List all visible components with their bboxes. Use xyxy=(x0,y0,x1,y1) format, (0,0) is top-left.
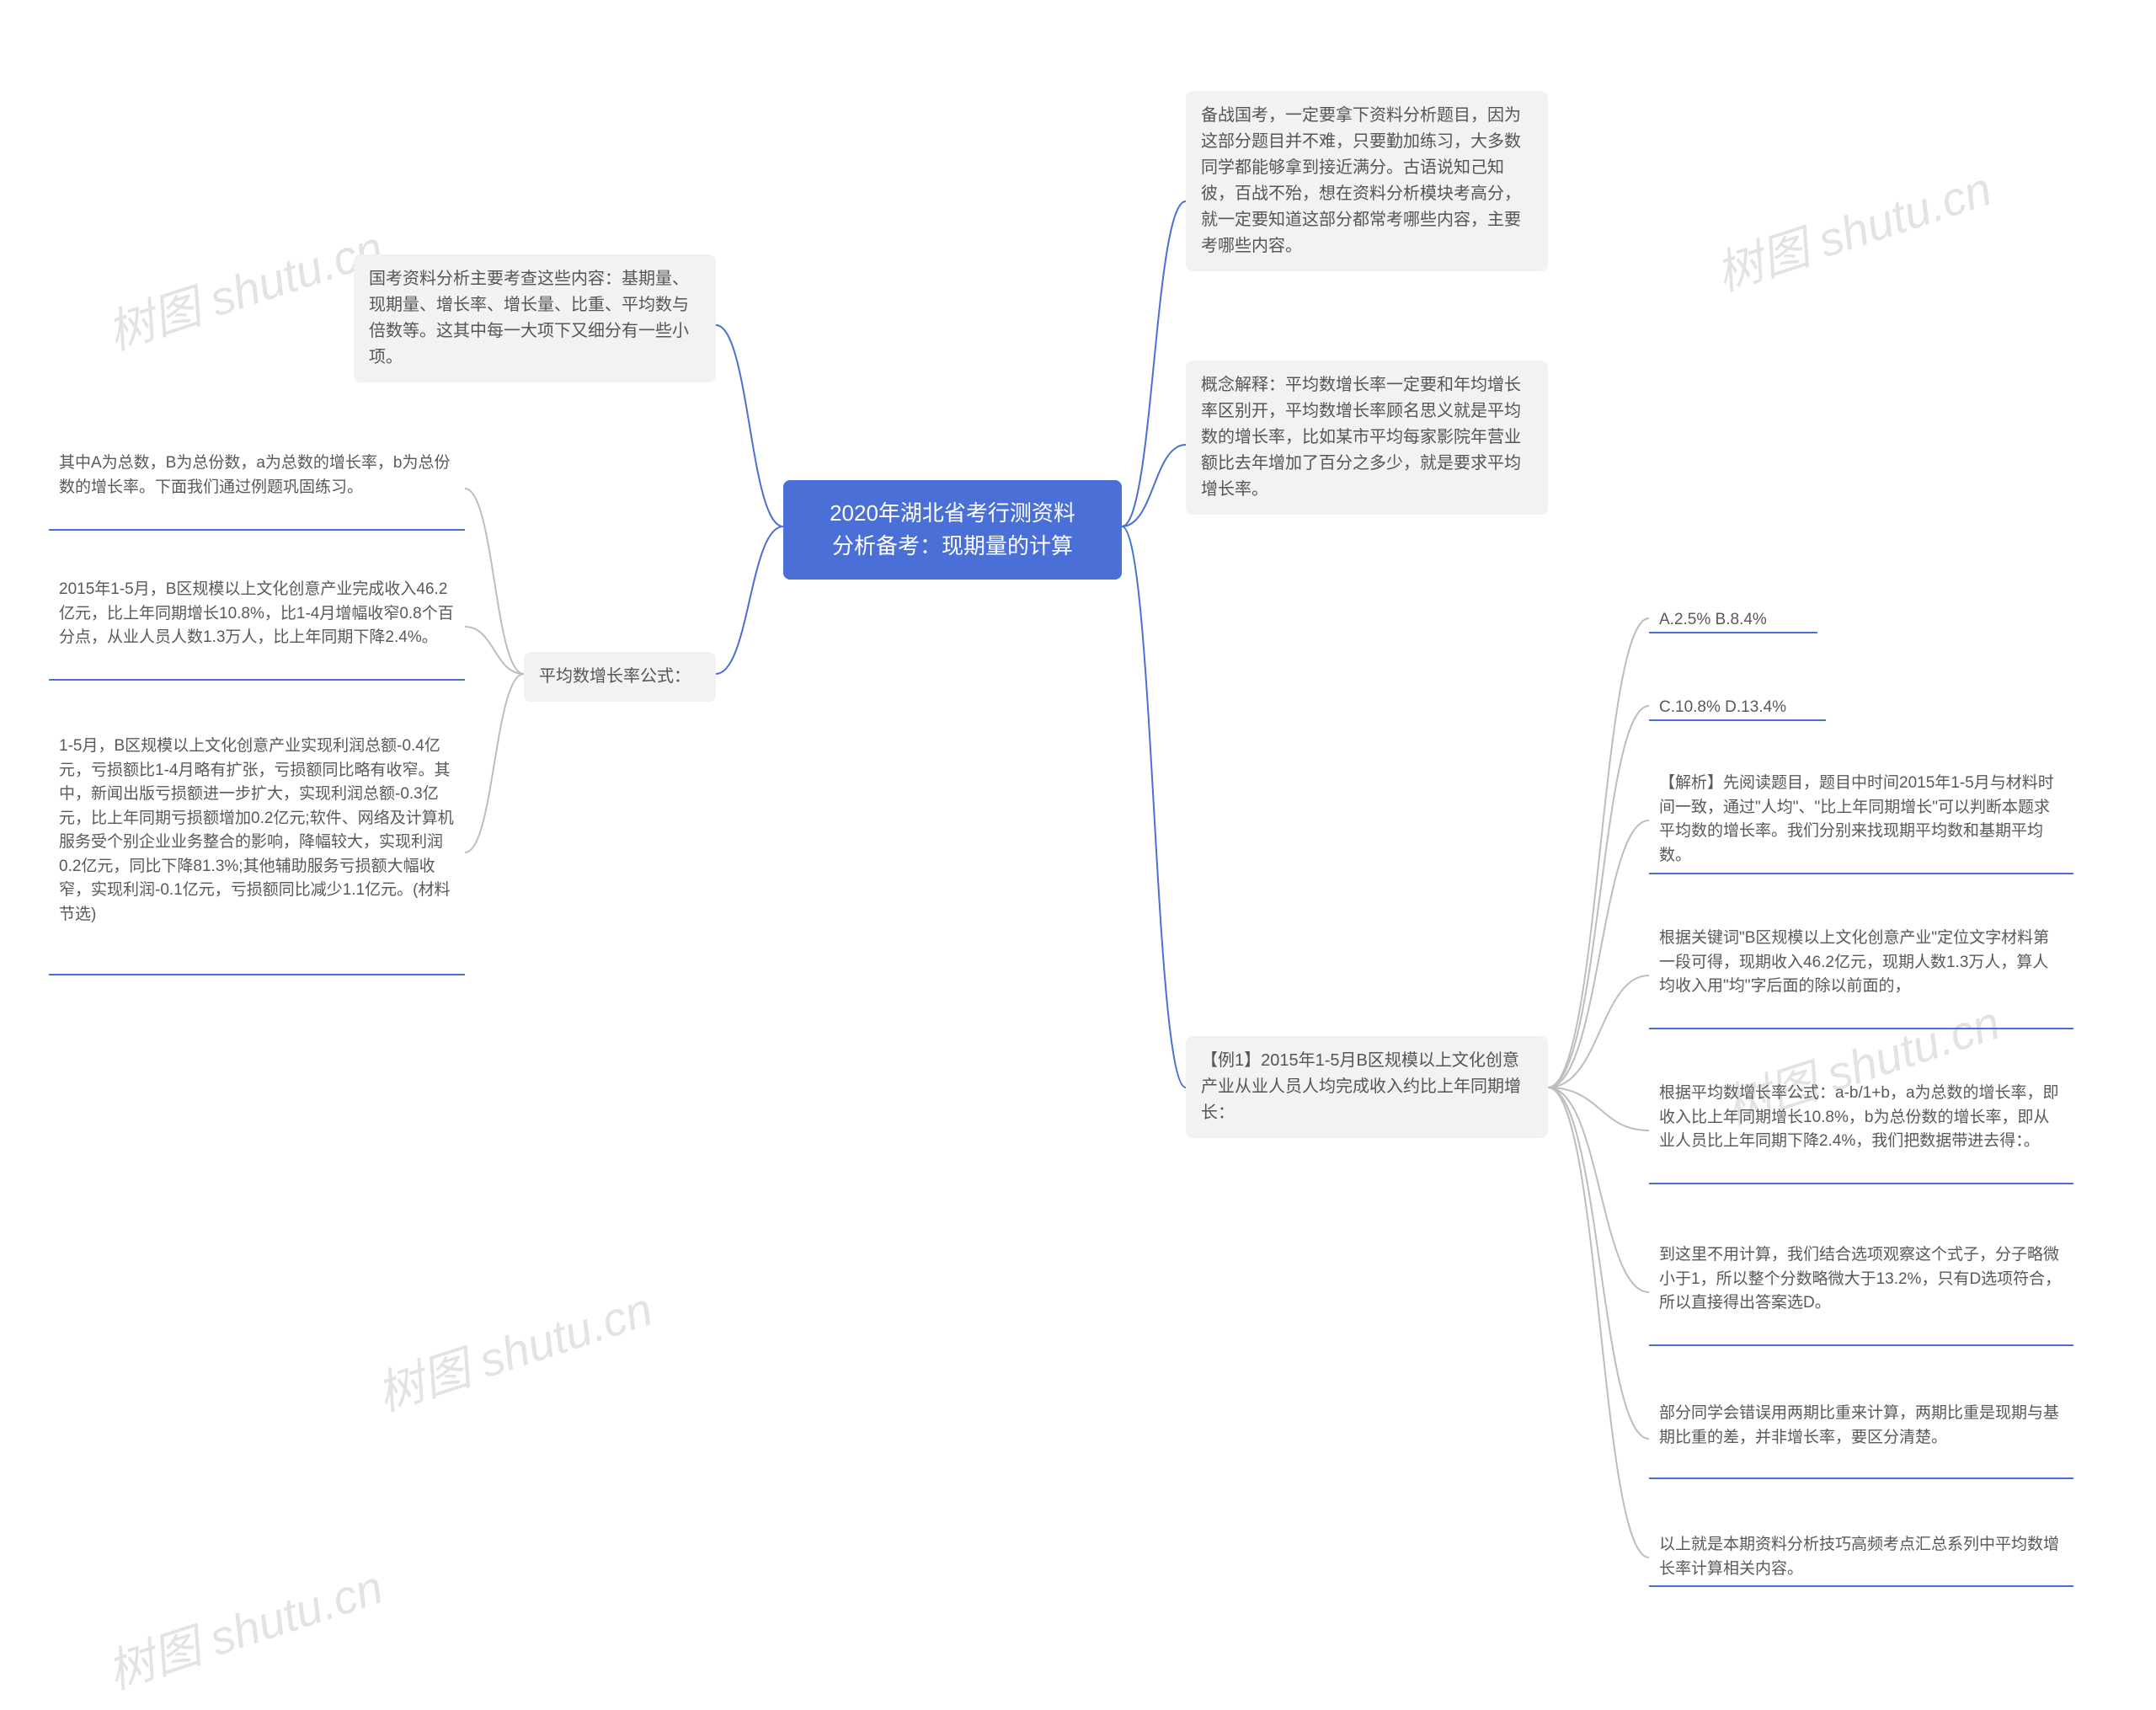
right-branch-intro: 备战国考，一定要拿下资料分析题目，因为这部分题目并不难，只要勤加练习，大多数同学… xyxy=(1186,91,1548,271)
left-branch-formula: 平均数增长率公式： xyxy=(524,652,716,702)
example-leaf-f: 到这里不用计算，我们结合选项观察这个式子，分子略微小于1，所以整个分数略微大于1… xyxy=(1651,1238,2072,1321)
example-leaf-g: 部分同学会错误用两期比重来计算，两期比重是现期与基期比重的差，并非增长率，要区分… xyxy=(1651,1397,2072,1455)
formula-leaf-c: 1-5月，B区规模以上文化创意产业实现利润总额-0.4亿元，亏损额比1-4月略有… xyxy=(51,729,463,932)
watermark: 树图 shutu.cn xyxy=(1706,152,1999,305)
right-branch-example: 【例1】2015年1-5月B区规模以上文化创意产业从业人员人均完成收入约比上年同… xyxy=(1186,1036,1548,1138)
leaf-rule xyxy=(1649,1585,2073,1587)
watermark: 树图 shutu.cn xyxy=(98,211,391,364)
formula-leaf-b: 2015年1-5月，B区规模以上文化创意产业完成收入46.2亿元，比上年同期增长… xyxy=(51,573,463,655)
leaf-rule xyxy=(1649,632,1817,633)
leaf-rule xyxy=(49,974,465,975)
left-branch-overview: 国考资料分析主要考查这些内容：基期量、现期量、增长率、增长量、比重、平均数与倍数… xyxy=(354,254,716,382)
leaf-rule xyxy=(49,529,465,531)
leaf-rule xyxy=(1649,1028,2073,1029)
leaf-rule xyxy=(1649,873,2073,874)
leaf-rule xyxy=(49,679,465,681)
leaf-rule xyxy=(1649,1344,2073,1346)
leaf-rule xyxy=(1649,1183,2073,1184)
right-branch-concept: 概念解释：平均数增长率一定要和年均增长率区别开，平均数增长率顾名思义就是平均数的… xyxy=(1186,361,1548,515)
example-leaf-d: 根据关键词"B区规模以上文化创意产业"定位文字材料第一段可得，现期收入46.2亿… xyxy=(1651,922,2072,1004)
watermark: 树图 shutu.cn xyxy=(367,1272,660,1425)
leaf-rule xyxy=(1649,719,1826,721)
leaf-rule xyxy=(1649,1478,2073,1479)
example-leaf-e: 根据平均数增长率公式：a-b/1+b，a为总数的增长率，即收入比上年同期增长10… xyxy=(1651,1077,2072,1159)
example-leaf-c: 【解析】先阅读题目，题目中时间2015年1-5月与材料时间一致，通过"人均"、"… xyxy=(1651,767,2072,873)
watermark: 树图 shutu.cn xyxy=(98,1550,391,1703)
center-node: 2020年湖北省考行测资料分析备考：现期量的计算 xyxy=(783,480,1122,580)
formula-leaf-a: 其中A为总数，B为总份数，a为总数的增长率，b为总份数的增长率。下面我们通过例题… xyxy=(51,446,463,505)
example-leaf-h: 以上就是本期资料分析技巧高频考点汇总系列中平均数增长率计算相关内容。 xyxy=(1651,1528,2072,1586)
